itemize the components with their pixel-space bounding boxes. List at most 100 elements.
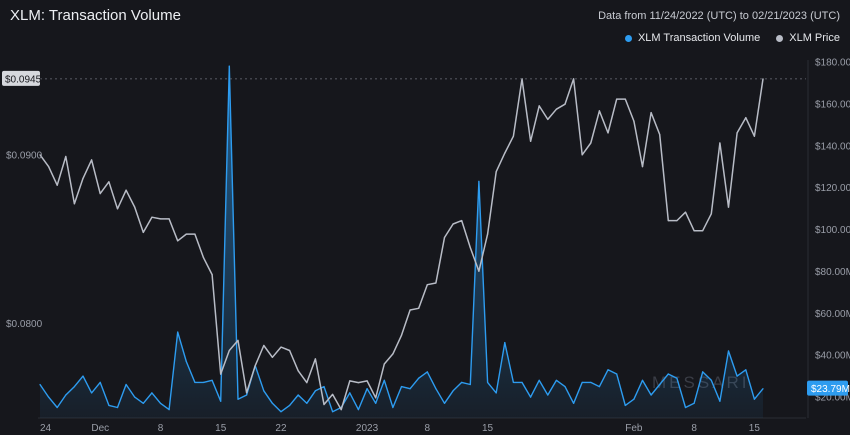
price-point	[616, 98, 618, 100]
volume-point	[538, 379, 540, 381]
volume-point	[461, 381, 463, 383]
volume-point	[641, 379, 644, 381]
price-point	[82, 177, 84, 179]
volume-point	[745, 369, 747, 371]
x-tick-label: Dec	[91, 423, 109, 434]
volume-point	[633, 398, 635, 400]
price-point	[254, 365, 256, 367]
price-point	[357, 382, 359, 384]
price-point	[753, 135, 756, 137]
volume-point	[142, 402, 144, 404]
volume-point	[289, 404, 291, 406]
price-point	[392, 353, 394, 355]
volume-point	[650, 394, 652, 396]
price-point	[693, 230, 695, 232]
price-point	[598, 110, 601, 112]
price-point	[134, 206, 136, 208]
price-point	[564, 103, 566, 105]
price-point	[65, 155, 67, 158]
volume-point	[710, 379, 712, 381]
legend-dot-price	[776, 34, 784, 42]
price-point	[306, 382, 308, 384]
legend-item-price[interactable]: XLM Price	[776, 32, 840, 44]
volume-point	[684, 406, 687, 409]
volume-point	[504, 342, 506, 344]
volume-series-line	[39, 65, 764, 413]
volume-area	[40, 66, 763, 418]
volume-point	[667, 373, 669, 375]
volume-point	[495, 392, 497, 394]
volume-point	[297, 394, 299, 396]
price-point	[289, 349, 291, 352]
price-point	[512, 135, 515, 137]
volume-point	[418, 377, 420, 379]
price-point	[736, 132, 738, 134]
volume-point	[48, 396, 50, 398]
volume-point	[168, 409, 170, 411]
price-point	[504, 152, 506, 154]
price-point	[555, 108, 558, 110]
current-price-badge	[2, 70, 40, 86]
volume-point	[271, 402, 273, 404]
x-tick-label: 22	[275, 423, 287, 434]
price-point	[194, 233, 196, 235]
price-point	[48, 166, 50, 168]
price-point	[435, 282, 437, 284]
volume-point	[82, 375, 84, 377]
legend-label-price: XLM Price	[789, 32, 840, 44]
price-point	[573, 78, 575, 80]
volume-point	[452, 390, 454, 392]
volume-point	[736, 375, 738, 377]
volume-point	[487, 381, 489, 383]
volume-point	[573, 402, 575, 404]
chart-title: XLM: Transaction Volume	[10, 7, 181, 24]
price-point	[271, 356, 273, 358]
price-point	[297, 370, 299, 372]
price-point	[202, 257, 205, 259]
volume-point	[469, 383, 471, 386]
volume-point	[306, 402, 308, 404]
price-point	[650, 112, 652, 114]
volume-point	[246, 394, 248, 396]
price-point	[495, 171, 497, 173]
price-point	[676, 220, 678, 222]
volume-point	[392, 406, 394, 409]
current-price-label: $0.0945	[5, 74, 42, 85]
volume-tick-label: $120.00M	[815, 183, 850, 194]
price-point	[151, 216, 153, 218]
volume-point	[357, 409, 359, 411]
volume-point	[280, 411, 282, 413]
legend-item-volume[interactable]: XLM Transaction Volume	[624, 32, 760, 44]
price-point	[220, 373, 222, 375]
price-point	[581, 154, 583, 156]
price-point	[624, 98, 626, 100]
volume-point	[177, 331, 179, 333]
volume-tick-label: $20.00M	[815, 393, 850, 404]
volume-point	[547, 394, 549, 396]
price-point	[487, 233, 489, 235]
volume-point	[607, 369, 609, 371]
price-point	[469, 247, 471, 249]
volume-tick-label: $180.00M	[815, 58, 850, 69]
volume-point	[443, 402, 446, 404]
legend-dot-volume	[624, 34, 632, 42]
price-point	[538, 105, 540, 107]
volume-tick-label: $60.00M	[815, 309, 850, 320]
price-point	[607, 132, 609, 134]
price-point	[659, 133, 661, 136]
price-point	[702, 230, 704, 232]
volume-point	[366, 388, 368, 390]
price-point	[116, 208, 119, 210]
volume-point	[564, 386, 566, 388]
price-point	[710, 213, 712, 215]
price-point	[452, 223, 454, 225]
price-point	[478, 270, 480, 272]
volume-point	[624, 404, 626, 406]
volume-point	[194, 381, 196, 383]
price-point	[142, 231, 144, 233]
x-tick-label: 8	[158, 423, 164, 434]
volume-point	[659, 383, 661, 386]
volume-point	[56, 406, 58, 409]
volume-point	[228, 65, 230, 67]
